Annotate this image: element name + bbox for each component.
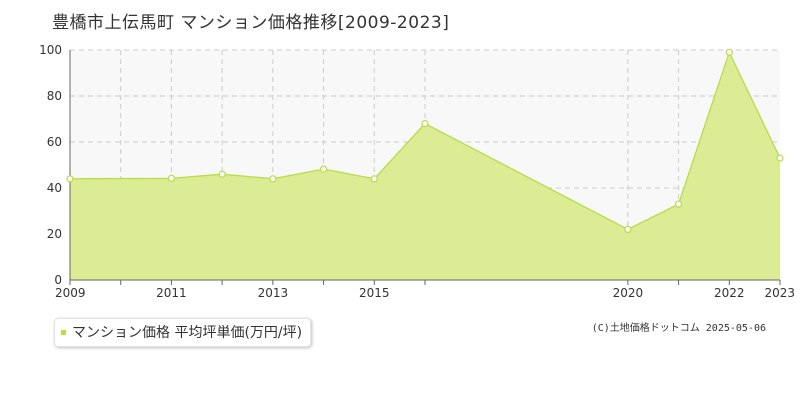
data-point (218, 170, 226, 178)
data-point (674, 200, 683, 208)
y-tick-label: 0 (54, 273, 62, 287)
data-point (776, 154, 784, 162)
data-point (725, 48, 733, 56)
x-tick-label: 2023 (764, 286, 795, 300)
data-point (66, 175, 74, 183)
y-tick-label: 100 (39, 43, 62, 57)
series-area (70, 52, 780, 280)
data-point (319, 165, 328, 173)
x-tick-label: 2011 (156, 286, 187, 300)
chart-title: 豊橋市上伝馬町 マンション価格推移[2009-2023] (52, 13, 450, 33)
x-tick-label: 2020 (613, 286, 644, 300)
x-tick-label: 2022 (714, 286, 745, 300)
x-tick-label: 2009 (55, 286, 86, 300)
y-tick-label: 40 (47, 181, 62, 195)
data-point (167, 174, 176, 182)
data-point (370, 175, 378, 183)
legend: マンション価格 平均坪単価(万円/坪) (54, 318, 312, 347)
copyright-text: (C)土地価格ドットコム 2025-05-06 (591, 323, 766, 334)
legend-label: マンション価格 平均坪単価(万円/坪) (72, 325, 303, 341)
legend-marker (61, 329, 66, 335)
x-tick-label: 2015 (359, 286, 390, 300)
axis-ticks: 0 20 40 60 80 100 2009 2011 2013 2015 2020 2022 2023 (39, 43, 795, 300)
y-tick-label: 20 (47, 227, 62, 241)
x-tick-label: 2013 (258, 286, 289, 300)
y-tick-label: 60 (47, 135, 62, 149)
data-points (66, 48, 784, 233)
data-point (624, 225, 632, 233)
data-point (421, 119, 429, 128)
data-point (269, 175, 277, 183)
y-tick-label: 80 (47, 89, 62, 103)
